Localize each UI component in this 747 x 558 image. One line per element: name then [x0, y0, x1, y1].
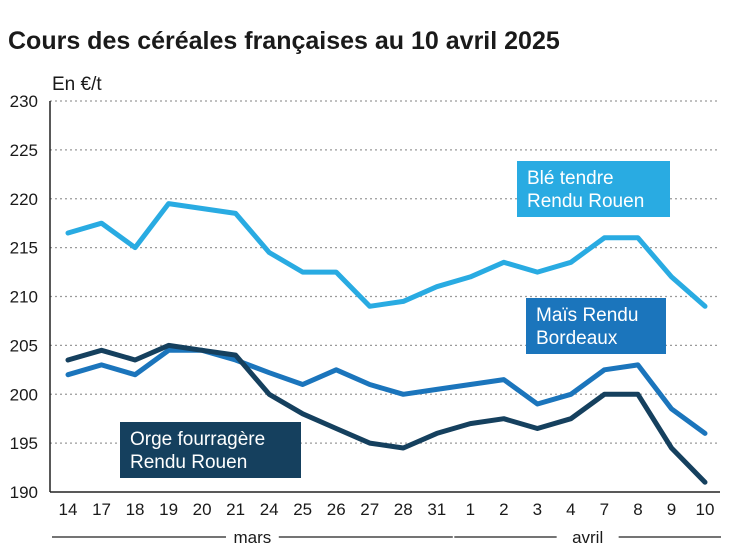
series-label-background [120, 422, 301, 478]
x-tick-label: 8 [633, 500, 642, 519]
x-axis-ticks: 14 17 18 19 20 21 24 25 26 27 28 31 1 2 3 4 7 8 9 10 [59, 500, 715, 519]
month-label: mars [234, 528, 272, 547]
series-label-background [517, 161, 670, 217]
x-tick-label: 3 [533, 500, 542, 519]
y-tick-label: 190 [10, 483, 38, 502]
chart-title: Cours des céréales françaises au 10 avri… [8, 27, 560, 55]
x-tick-label: 7 [600, 500, 609, 519]
y-tick-label: 220 [10, 190, 38, 209]
x-tick-label: 19 [159, 500, 178, 519]
series-lines [65, 201, 708, 485]
y-axis-ticks: 190 195 200 205 210 215 220 225 230 [10, 92, 38, 502]
x-tick-label: 4 [566, 500, 575, 519]
y-tick-label: 230 [10, 92, 38, 111]
y-tick-label: 195 [10, 434, 38, 453]
y-tick-label: 225 [10, 141, 38, 160]
x-tick-label: 28 [394, 500, 413, 519]
x-tick-label: 26 [327, 500, 346, 519]
x-tick-label: 24 [260, 500, 279, 519]
x-tick-label: 31 [427, 500, 446, 519]
series-label-text: Rendu Rouen [527, 191, 644, 212]
x-tick-label: 1 [466, 500, 475, 519]
series-label-text: Rendu Rouen [130, 452, 247, 473]
series-label-background [526, 298, 666, 354]
series-line [65, 342, 708, 485]
series-line [65, 201, 708, 309]
month-axis: mars avril [52, 528, 721, 547]
month-label: avril [572, 528, 603, 547]
x-tick-label: 9 [667, 500, 676, 519]
series-line [65, 347, 708, 436]
x-tick-label: 14 [59, 500, 78, 519]
y-tick-label: 200 [10, 385, 38, 404]
x-tick-label: 17 [92, 500, 111, 519]
y-tick-label: 205 [10, 336, 38, 355]
x-tick-label: 18 [126, 500, 145, 519]
series-label-text: Orge fourragère [130, 429, 265, 450]
x-tick-label: 2 [499, 500, 508, 519]
x-tick-label: 10 [696, 500, 715, 519]
y-axis-unit-label: En €/t [52, 74, 102, 95]
x-tick-label: 20 [193, 500, 212, 519]
series-label-text: Blé tendre [527, 168, 614, 189]
x-tick-label: 27 [360, 500, 379, 519]
y-tick-label: 215 [10, 239, 38, 258]
y-tick-label: 210 [10, 288, 38, 307]
x-tick-label: 21 [226, 500, 245, 519]
x-tick-label: 25 [293, 500, 312, 519]
series-label-text: Maïs Rendu [536, 305, 638, 326]
gridlines [50, 100, 720, 444]
series-label-text: Bordeaux [536, 328, 618, 349]
